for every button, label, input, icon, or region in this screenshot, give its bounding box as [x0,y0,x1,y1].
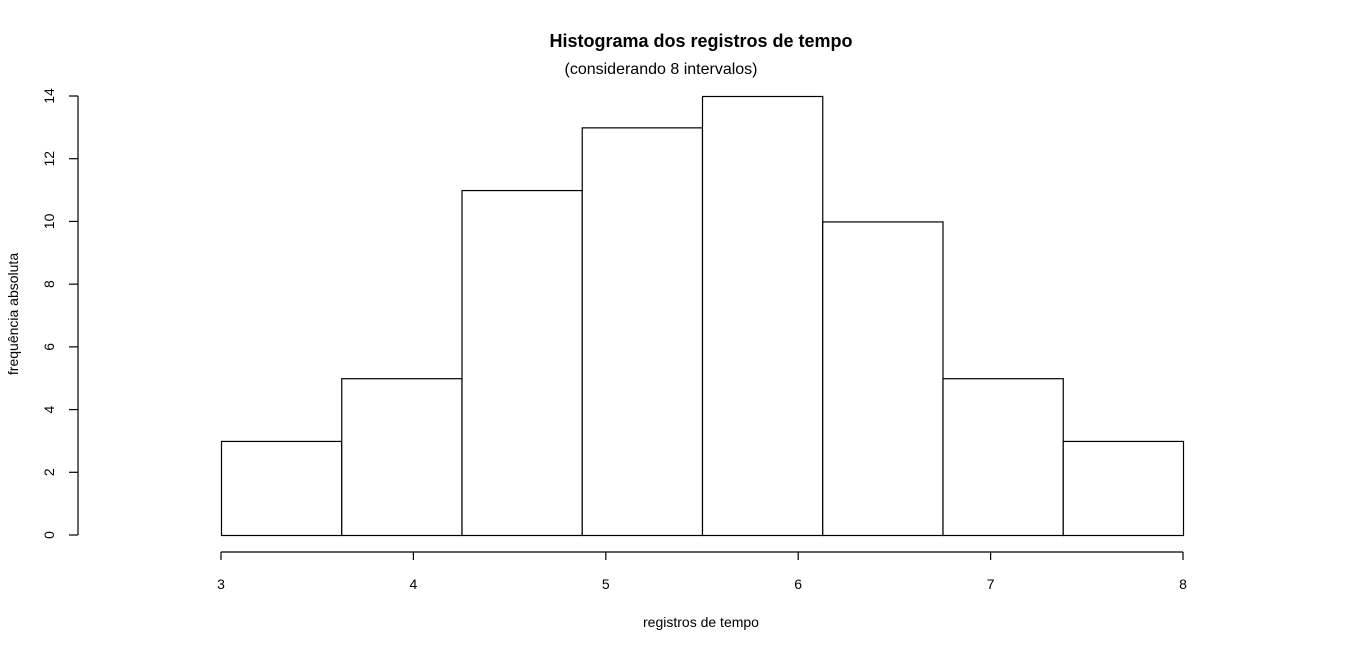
x-tick-label: 6 [794,576,802,592]
histogram-bar-2 [341,378,463,537]
y-tick-label: 12 [41,151,57,167]
y-tick-label: 10 [41,213,57,229]
x-axis: 3 4 5 6 7 8 [217,551,1187,592]
x-tick-label: 3 [217,576,225,592]
y-tick-label: 14 [41,88,57,104]
histogram-bar-5 [701,95,824,537]
y-tick-label: 6 [41,343,57,351]
bars-group [220,95,1185,537]
x-axis-label: registros de tempo [643,614,759,630]
y-tick-label: 8 [41,280,57,288]
histogram-bar-6 [822,221,944,537]
chart-subtitle: (considerando 8 intervalos) [565,61,758,78]
y-tick-label: 0 [41,531,57,539]
chart-title: Histograma dos registros de tempo [549,31,852,51]
x-tick-label: 4 [410,576,418,592]
y-axis: 0 2 4 6 8 10 12 14 [41,88,79,539]
histogram-bar-1 [220,440,343,537]
histogram-bar-8 [1062,440,1185,537]
y-axis-label: frequência absoluta [5,253,21,375]
x-tick-label: 7 [987,576,995,592]
histogram-bar-3 [461,189,583,537]
histogram-bar-7 [942,378,1064,537]
y-tick-label: 4 [41,405,57,413]
x-tick-label: 5 [602,576,610,592]
y-tick-label: 2 [41,468,57,476]
x-tick-label: 8 [1179,576,1187,592]
histogram-bar-4 [581,127,704,537]
